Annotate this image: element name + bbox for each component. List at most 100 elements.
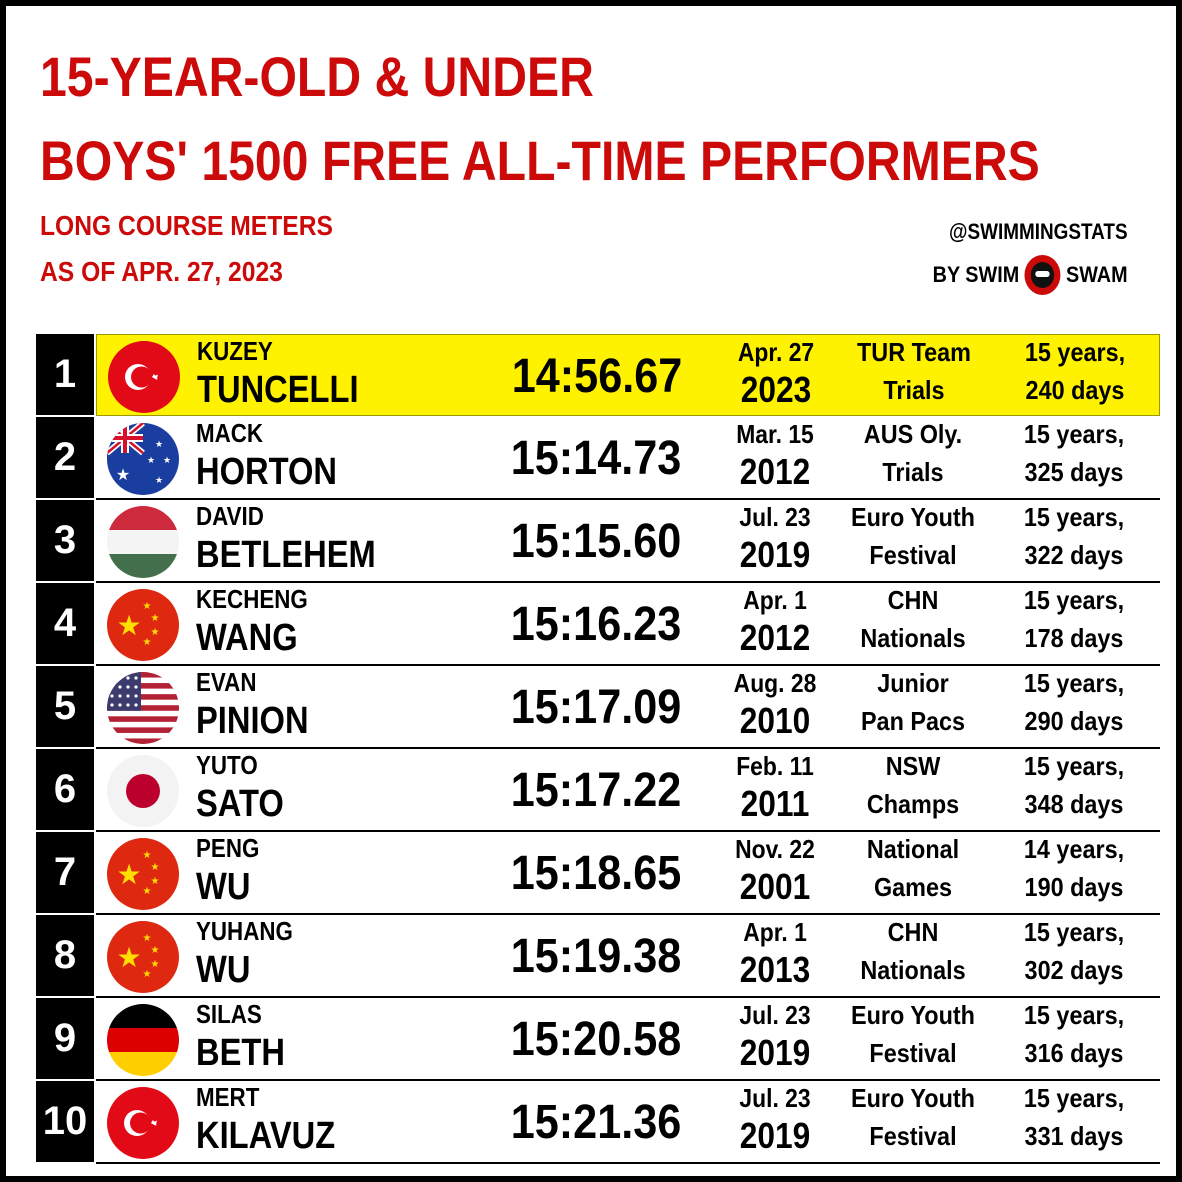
meet-name-line-2: Nationals: [860, 623, 966, 653]
swim-year: 2019: [739, 1115, 811, 1156]
as-of-date: AS OF APR. 27, 2023: [40, 256, 283, 287]
svg-text:★: ★: [151, 862, 160, 873]
svg-text:★: ★: [151, 959, 160, 970]
swimmer-last-name: SATO: [196, 783, 284, 825]
svg-text:★: ★: [151, 627, 160, 638]
swim-year: 2013: [739, 949, 811, 990]
table-row: 1 KUZEY TUNCELLI 14:56.67 Apr. 27 2023 TUR Tea…: [36, 334, 1160, 417]
swimmer-last-name: KILAVUZ: [196, 1115, 336, 1157]
meet-name-line-1: NSW: [885, 751, 941, 781]
meet-name-line-1: Euro Youth: [851, 1083, 975, 1113]
svg-text:★: ★: [155, 439, 163, 449]
swim-date: Apr. 1: [743, 585, 807, 615]
table-row: 9 SILAS BETH 15:20.58 Jul. 23 2019 Euro Youth F…: [36, 998, 1160, 1081]
swimmer-first-name: YUTO: [196, 750, 258, 780]
rank-number: 8: [36, 915, 94, 996]
table-row: 4 ★ ★ ★ ★ ★ KECHENG WANG 15:16.23 Apr. 1 2012 CHN Na…: [36, 583, 1160, 666]
svg-text:★: ★: [151, 876, 160, 887]
brand-handle: @SWIMMINGSTATS: [949, 219, 1128, 244]
swim-time: 14:56.67: [511, 350, 683, 403]
table-row: 2 ★ ★ ★ ★ ★ MACK HORTON 15:14.73 Mar. 15 2012 AUS O…: [36, 417, 1160, 500]
swimmer-last-name: PINION: [196, 700, 309, 742]
svg-text:★: ★: [116, 610, 141, 641]
meet-name-line-2: Festival: [869, 1038, 957, 1068]
svg-text:★: ★: [143, 933, 152, 944]
swimmer-last-name: BETH: [196, 1032, 285, 1074]
row-card: DAVID BETLEHEM 15:15.60 Jul. 23 2019 Euro You…: [96, 500, 1160, 583]
swimmer-first-name: MERT: [196, 1082, 260, 1112]
svg-text:★: ★: [143, 850, 152, 861]
age-years: 15 years,: [1023, 1083, 1125, 1113]
meet-name-line-1: CHN: [887, 585, 939, 615]
brand-block: @SWIMMINGSTATS BY SWIM SWAM: [911, 219, 1128, 295]
svg-text:★: ★: [151, 613, 160, 624]
meet-name-line-2: Trials: [882, 457, 944, 487]
swim-year: 2011: [740, 783, 810, 824]
meet-name-line-2: Trials: [883, 375, 945, 405]
swim-year: 2012: [739, 617, 811, 658]
swim-time: 15:15.60: [510, 515, 682, 568]
table-row: 7 ★ ★ ★ ★ ★ PENG WU 15:18.65 Nov. 22 2001 National G…: [36, 832, 1160, 915]
svg-text:★: ★: [143, 601, 152, 612]
meet-name-line-1: AUS Oly.: [863, 419, 963, 449]
rank-number: 7: [36, 832, 94, 913]
age-days: 322 days: [1024, 540, 1124, 570]
swim-year: 2019: [739, 534, 811, 575]
swimmer-first-name: KECHENG: [196, 584, 308, 614]
swim-date: Jul. 23: [739, 1000, 811, 1030]
svg-text:★: ★: [116, 942, 141, 973]
meet-name-line-1: National: [866, 834, 960, 864]
swim-time: 15:20.58: [510, 1013, 682, 1066]
age-days: 178 days: [1024, 623, 1124, 653]
swim-time: 15:14.73: [510, 432, 682, 485]
table-row: 5 EVAN PINION 15:17.09 Aug. 28 2010 Junior Pan …: [36, 666, 1160, 749]
swim-date: Jul. 23: [739, 502, 811, 532]
rank-number: 4: [36, 583, 94, 664]
age-days: 348 days: [1024, 789, 1124, 819]
title-line-2: BOYS' 1500 FREE ALL-TIME PERFORMERS: [40, 129, 1040, 192]
table-row: 8 ★ ★ ★ ★ ★ YUHANG WU 15:19.38 Apr. 1 2013 CHN Natio…: [36, 915, 1160, 998]
china-flag-icon: ★ ★ ★ ★ ★: [107, 589, 179, 661]
swim-time: 15:17.09: [510, 681, 682, 734]
meet-name-line-2: Pan Pacs: [860, 706, 966, 736]
swim-time: 15:19.38: [510, 930, 682, 983]
row-card: SILAS BETH 15:20.58 Jul. 23 2019 Euro Youth Fe…: [96, 998, 1160, 1081]
age-days: 316 days: [1024, 1038, 1124, 1068]
swim-time: 15:16.23: [510, 598, 682, 651]
swim-year: 2023: [740, 369, 812, 410]
swimmer-first-name: EVAN: [196, 667, 257, 697]
swimmer-last-name: WU: [196, 866, 251, 908]
meet-name-line-1: CHN: [887, 917, 939, 947]
swim-time: 15:18.65: [510, 847, 682, 900]
swim-date: Jul. 23: [739, 1083, 811, 1113]
swimmer-first-name: DAVID: [196, 501, 264, 531]
title-line-1: 15-YEAR-OLD & UNDER: [40, 45, 594, 108]
age-years: 15 years,: [1023, 502, 1125, 532]
age-days: 190 days: [1024, 872, 1124, 902]
swimmer-last-name: WU: [196, 949, 251, 991]
swim-time: 15:17.22: [510, 764, 682, 817]
swim-date: Feb. 11: [736, 751, 814, 781]
brand-by-right: SWAM: [1066, 262, 1128, 287]
swimmer-first-name: KUZEY: [197, 336, 273, 366]
age-days: 290 days: [1024, 706, 1124, 736]
swimswam-logo-icon: [1024, 255, 1061, 295]
svg-text:★: ★: [143, 969, 152, 980]
rank-number: 2: [36, 417, 94, 498]
svg-text:★: ★: [143, 886, 152, 897]
swimmer-first-name: MACK: [196, 418, 264, 448]
swimmer-first-name: PENG: [196, 833, 260, 863]
meet-name-line-1: Euro Youth: [851, 1000, 975, 1030]
age-days: 325 days: [1024, 457, 1124, 487]
meet-name-line-2: Festival: [869, 540, 957, 570]
table-row: 3 DAVID BETLEHEM 15:15.60 Jul. 23 2019 Euro Yo…: [36, 500, 1160, 583]
age-days: 240 days: [1025, 375, 1125, 405]
swim-date: Aug. 28: [733, 668, 817, 698]
rank-number: 5: [36, 666, 94, 747]
swim-year: 2010: [739, 700, 811, 741]
table-row: 6 YUTO SATO 15:17.22 Feb. 11 2011 NSW Champs 15 …: [36, 749, 1160, 832]
row-card: ★ ★ ★ ★ ★ PENG WU 15:18.65 Nov. 22 2001 National Ga…: [96, 832, 1160, 915]
rankings-table: 1 KUZEY TUNCELLI 14:56.67 Apr. 27 2023 TUR Tea…: [36, 334, 1160, 1164]
swimmer-first-name: SILAS: [196, 999, 262, 1029]
